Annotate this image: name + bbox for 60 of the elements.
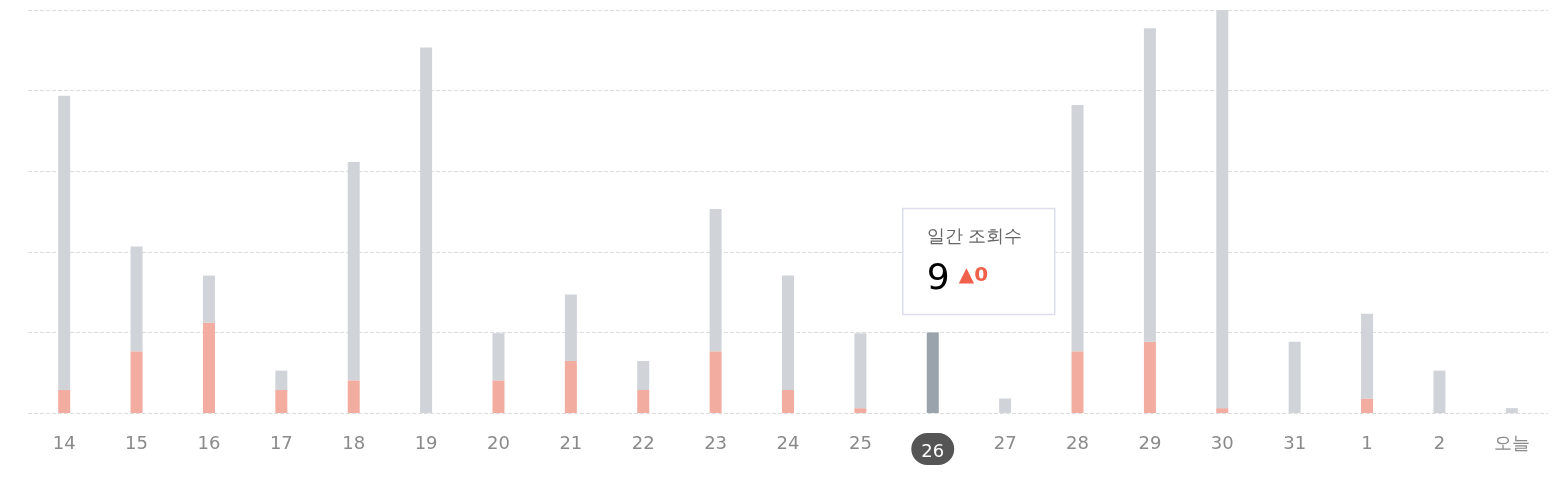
bar xyxy=(492,333,505,381)
x-tick-label: 20 xyxy=(487,431,510,453)
bar xyxy=(130,246,143,352)
x-tick-label: 22 xyxy=(631,431,655,453)
bar xyxy=(275,370,288,391)
bar xyxy=(1361,313,1374,399)
x-tick-label: 23 xyxy=(704,431,728,453)
x-tick-label: 오늘 xyxy=(1493,431,1530,453)
x-tick-label: 31 xyxy=(1283,431,1307,453)
bar xyxy=(130,351,143,413)
bar xyxy=(926,332,939,413)
x-tick-label: 19 xyxy=(414,431,438,453)
x-tick-label: 21 xyxy=(559,431,583,453)
x-tick-label: 14 xyxy=(52,431,76,453)
bar xyxy=(564,361,577,413)
x-tick-label: 1 xyxy=(1361,431,1373,453)
bar xyxy=(1288,341,1301,413)
bar xyxy=(782,275,794,391)
bar xyxy=(1071,351,1084,413)
bar xyxy=(1071,105,1084,352)
bar xyxy=(1433,370,1446,413)
bar xyxy=(275,390,288,413)
bar xyxy=(564,294,577,362)
bar xyxy=(782,390,794,413)
x-tick-label: 29 xyxy=(1138,431,1162,453)
x-tick-label: 15 xyxy=(125,431,149,453)
annotation: 일간 조회수 xyxy=(926,224,1023,246)
annotation: ▲0 xyxy=(958,262,989,287)
x-tick-label: 26 xyxy=(921,439,945,461)
bar xyxy=(1216,408,1229,413)
bar xyxy=(202,322,215,413)
x-tick-label: 18 xyxy=(342,431,366,453)
bar xyxy=(709,351,722,413)
x-tick-label: 25 xyxy=(848,431,872,453)
bar xyxy=(854,408,867,413)
bar xyxy=(709,209,722,352)
bar xyxy=(1361,398,1374,413)
bar xyxy=(637,361,650,391)
x-tick-label: 28 xyxy=(1066,431,1089,453)
x-tick-label: 2 xyxy=(1433,431,1446,453)
bar xyxy=(1505,408,1518,413)
bar xyxy=(58,95,71,391)
x-tick-label: 17 xyxy=(269,431,293,453)
x-tick-label: 24 xyxy=(776,431,800,453)
bar xyxy=(420,47,433,413)
annotation: 9 xyxy=(926,255,950,297)
bar xyxy=(1216,10,1229,409)
bar xyxy=(637,390,650,413)
bar xyxy=(492,380,505,413)
bar xyxy=(202,275,215,323)
bar xyxy=(999,398,1012,413)
bar xyxy=(854,333,867,409)
bar xyxy=(1143,341,1156,413)
bar xyxy=(347,161,360,381)
bar xyxy=(58,390,71,413)
bar xyxy=(347,380,360,413)
bar xyxy=(1143,28,1156,342)
x-tick-label: 30 xyxy=(1210,431,1234,453)
x-tick-label: 27 xyxy=(993,431,1017,453)
x-tick-label: 16 xyxy=(197,431,221,453)
